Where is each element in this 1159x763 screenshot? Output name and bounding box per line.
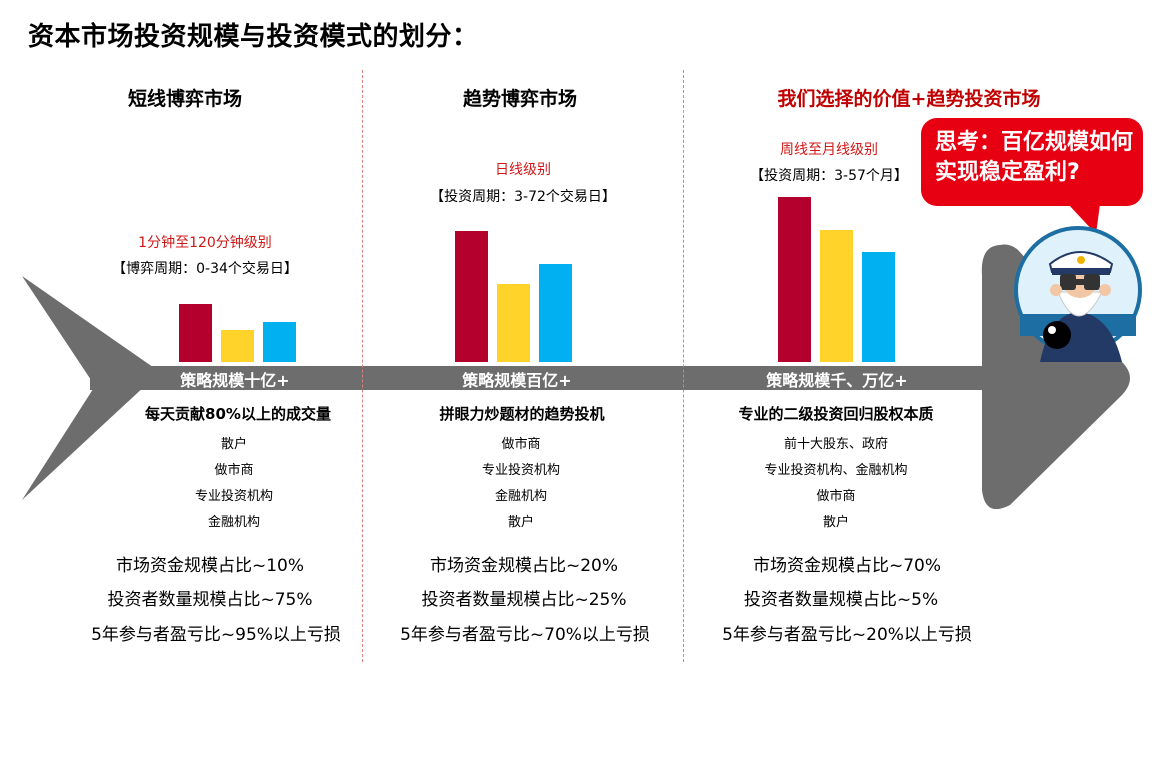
bar-1-1 xyxy=(497,284,530,362)
stat-capital-value: 市场资金规模占比~70% xyxy=(752,556,942,576)
column-period-short: 【博弈周期：0-34个交易日】 xyxy=(112,261,298,277)
stat-capital-trend: 市场资金规模占比~20% xyxy=(429,556,619,576)
participant: 做市商 xyxy=(816,489,856,504)
spine-scale-trend: 策略规模百亿+ xyxy=(462,371,572,390)
stat-pnl-short: 5年参与者盈亏比~95%以上亏损 xyxy=(91,625,341,645)
bar-1-2 xyxy=(539,264,572,362)
participant: 散户 xyxy=(822,515,849,530)
column-level-short: 1分钟至120分钟级别 xyxy=(138,235,272,251)
fish-eye xyxy=(1043,321,1071,349)
bar-2-1 xyxy=(820,230,853,362)
participant: 做市商 xyxy=(214,463,254,478)
bar-0-2 xyxy=(263,322,296,362)
bar-0-0 xyxy=(179,304,212,362)
participant: 做市商 xyxy=(501,437,541,452)
stat-capital-short: 市场资金规模占比~10% xyxy=(115,556,305,576)
bubble-pointer xyxy=(1068,204,1100,234)
stat-investors-short: 投资者数量规模占比~75% xyxy=(107,590,313,610)
bar-1-0 xyxy=(455,231,488,362)
participant: 前十大股东、政府 xyxy=(783,437,888,452)
column-heading-trend: 趋势博弈市场 xyxy=(462,88,577,110)
participant: 专业投资机构 xyxy=(481,463,560,478)
participant: 专业投资机构、金融机构 xyxy=(764,463,908,478)
participant: 散户 xyxy=(507,515,534,530)
stat-pnl-trend: 5年参与者盈亏比~70%以上亏损 xyxy=(400,625,650,645)
spine-scale-value: 策略规模千、万亿+ xyxy=(766,371,908,390)
column-desc-trend: 拼眼力炒题材的趋势投机 xyxy=(439,405,605,423)
fish-spine xyxy=(90,366,995,390)
bar-2-0 xyxy=(778,197,811,362)
captain-with-binoculars-icon xyxy=(1014,226,1142,362)
thought-bubble-text: 思考：百亿规模如何实现稳定盈利? xyxy=(935,130,1134,185)
participant: 专业投资机构 xyxy=(194,489,273,504)
column-heading-short: 短线博弈市场 xyxy=(127,88,242,110)
spine-scale-short: 策略规模十亿+ xyxy=(180,371,290,390)
divider-2 xyxy=(683,70,684,662)
column-desc-short: 每天贡献80%以上的成交量 xyxy=(145,405,331,423)
bar-2-2 xyxy=(862,252,895,362)
column-level-trend: 日线级别 xyxy=(495,162,551,178)
page-title: 资本市场投资规模与投资模式的划分： xyxy=(28,22,479,52)
column-period-value: 【投资周期：3-57个月】 xyxy=(750,168,908,184)
divider-1 xyxy=(362,70,363,662)
thought-bubble: 思考：百亿规模如何实现稳定盈利? xyxy=(921,118,1143,206)
column-heading-value: 我们选择的价值+趋势投资市场 xyxy=(777,88,1041,110)
participant: 金融机构 xyxy=(207,515,260,530)
bar-0-1 xyxy=(221,330,254,362)
stat-investors-trend: 投资者数量规模占比~25% xyxy=(421,590,627,610)
participant: 散户 xyxy=(220,437,247,452)
participant: 金融机构 xyxy=(494,489,547,504)
column-period-trend: 【投资周期：3-72个交易日】 xyxy=(430,189,616,205)
column-desc-value: 专业的二级投资回归股权本质 xyxy=(738,405,934,423)
stat-investors-value: 投资者数量规模占比~5% xyxy=(743,590,939,610)
column-level-value: 周线至月线级别 xyxy=(780,142,878,158)
stat-pnl-value: 5年参与者盈亏比~20%以上亏损 xyxy=(722,625,972,645)
